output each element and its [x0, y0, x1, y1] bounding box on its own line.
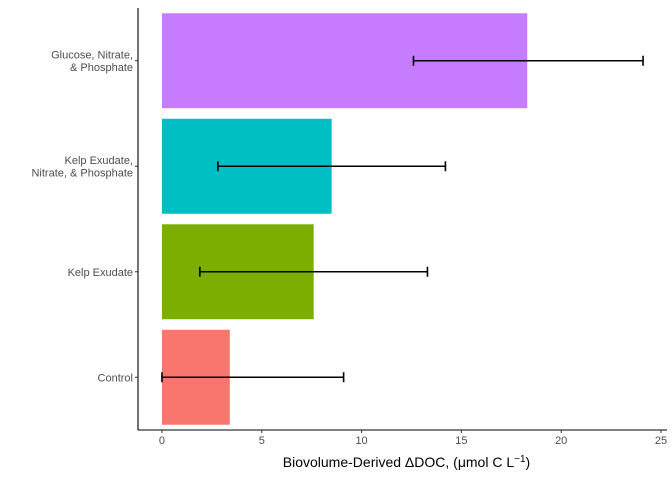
x-ticks-layer: 0 5 10 15 20 25	[159, 430, 667, 447]
x-tick-label-5: 25	[655, 435, 667, 447]
y-tick-label-1: Kelp Exudate	[68, 267, 133, 279]
x-tick-label-4: 20	[555, 435, 567, 447]
y-tick-label-1-line-0: Kelp Exudate	[68, 267, 133, 279]
axes-layer	[137, 8, 667, 431]
y-tick-label-0-line-0: Control	[98, 372, 133, 384]
x-tick-label-2: 10	[355, 435, 367, 447]
y-tick-label-2-line-1: Nitrate, & Phosphate	[31, 168, 133, 180]
x-axis-title-sup: −1	[514, 454, 526, 465]
y-tick-label-0: Control	[98, 372, 133, 384]
x-tick-label-1: 5	[259, 435, 265, 447]
x-tick-label-3: 15	[455, 435, 467, 447]
x-tick-label-0: 0	[159, 435, 165, 447]
y-tick-label-3: Glucose, Nitrate, & Phosphate	[51, 50, 133, 75]
y-tick-label-2-line-0: Kelp Exudate,	[65, 155, 134, 167]
x-axis-title: Biovolume-Derived ΔDOC, (μmol C L−1)	[283, 454, 530, 471]
x-axis-title-main: Biovolume-Derived ΔDOC, (μmol C L	[283, 454, 515, 470]
y-tick-label-3-line-0: Glucose, Nitrate,	[51, 50, 133, 62]
errorbars-layer	[161, 55, 644, 383]
y-tick-label-3-line-1: & Phosphate	[70, 62, 133, 74]
y-tick-label-2: Kelp Exudate, Nitrate, & Phosphate	[31, 155, 133, 180]
bars-layer	[161, 13, 528, 425]
x-axis-title-close: )	[526, 454, 531, 470]
y-ticks-layer: Control Kelp Exudate Kelp Exudate, Nitrate,…	[31, 50, 138, 384]
